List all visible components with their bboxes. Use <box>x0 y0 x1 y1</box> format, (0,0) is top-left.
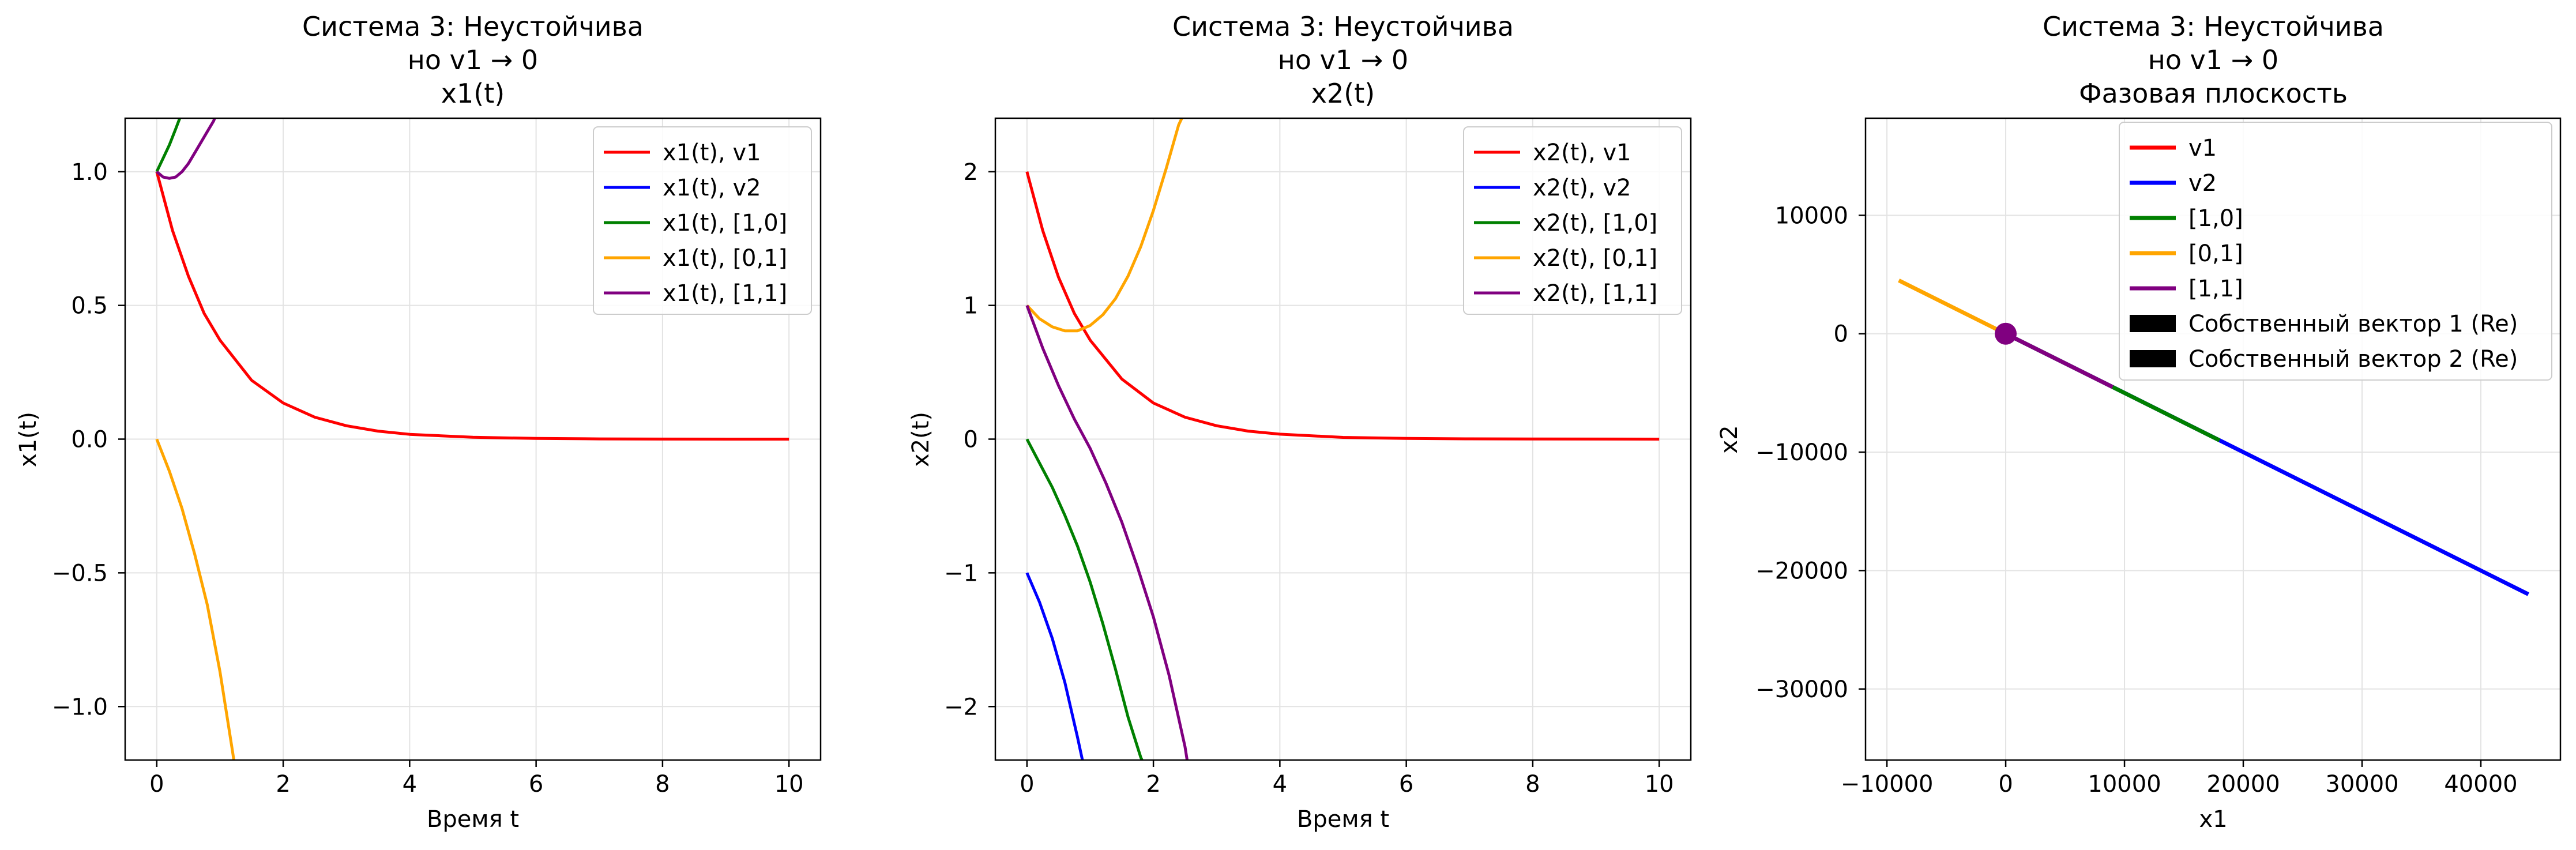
legend-label: x2(t), [1,0] <box>1533 210 1657 236</box>
series-line-x1(t), [1,0] <box>155 118 182 172</box>
y-tick-label: −1.0 <box>52 694 108 720</box>
y-tick-label: 0 <box>964 427 978 453</box>
legend-box <box>1463 126 1682 315</box>
y-tick-label: −30000 <box>1755 676 1848 703</box>
x-axis-label: Время t <box>1297 806 1389 833</box>
chart-title-line-1: Система 3: Неустойчива <box>302 11 644 42</box>
x-axis-label: Время t <box>427 806 519 833</box>
legend-label: x1(t), [0,1] <box>663 245 787 272</box>
chart-title-line-3: x2(t) <box>1311 78 1375 109</box>
series-line-x2(t), v1 <box>1025 171 1660 441</box>
y-axis-label: x2(t) <box>908 412 934 467</box>
x-tick-label: 2 <box>1146 771 1160 798</box>
x-tick-label: 10000 <box>2088 771 2161 798</box>
x-tick-label: 30000 <box>2325 771 2398 798</box>
series-line-x2(t), [0,1] <box>1025 118 1184 333</box>
legend-box <box>2119 122 2552 381</box>
y-tick-label: −0.5 <box>52 560 108 586</box>
legend-box <box>593 126 812 315</box>
panel-x2: Система 3: Неустойчива но v1 → 0 x2(t) В… <box>908 11 1692 833</box>
panel-phase-plane: Система 3: Неустойчива но v1 → 0 Фазовая… <box>1716 11 2562 833</box>
series-line-x1(t), [1,1] <box>156 118 217 180</box>
legend-label: x1(t), [1,1] <box>663 280 787 307</box>
legend-label: x2(t), [0,1] <box>1533 245 1657 272</box>
x-tick-label: 4 <box>403 771 417 798</box>
y-tick-label: 1 <box>964 293 978 319</box>
chart-title-line-2: но v1 → 0 <box>1278 44 1408 76</box>
x-tick-label: 40000 <box>2444 771 2517 798</box>
series-line-[0,1] <box>1898 279 2007 336</box>
chart-title-line-1: Система 3: Неустойчива <box>2043 11 2384 42</box>
legend-label: Собственный вектор 2 (Re) <box>2188 346 2518 373</box>
y-tick-label: 0.0 <box>71 427 108 453</box>
x-tick-label: 0 <box>1020 771 1034 798</box>
legend-label: x2(t), [1,1] <box>1533 280 1657 307</box>
legend-label: v1 <box>2188 135 2217 161</box>
legend-swatch <box>2130 315 2176 332</box>
y-tick-label: 1.0 <box>71 159 108 186</box>
x-tick-label: 8 <box>1525 771 1540 798</box>
x-tick-label: 0 <box>1998 771 2013 798</box>
series-line-x2(t), [1,1] <box>1025 304 1189 760</box>
y-tick-label: 10000 <box>1775 202 1848 229</box>
chart-title-line-1: Система 3: Неустойчива <box>1172 11 1514 42</box>
x-tick-label: 20000 <box>2206 771 2280 798</box>
x-tick-label: 6 <box>529 771 543 798</box>
legend-label: x2(t), v2 <box>1533 175 1631 201</box>
y-tick-label: −2 <box>944 694 978 720</box>
legend-label: v2 <box>2188 170 2217 197</box>
legend-swatch <box>2130 350 2176 367</box>
chart-title-line-3: Фазовая плоскость <box>2079 78 2348 109</box>
legend-label: x2(t), v1 <box>1533 140 1631 166</box>
y-tick-label: 2 <box>964 159 978 186</box>
x-tick-label: 6 <box>1399 771 1413 798</box>
x-tick-label: 8 <box>655 771 670 798</box>
x-tick-label: 10 <box>1645 771 1674 798</box>
legend-label: [1,1] <box>2188 276 2243 302</box>
legend-label: x1(t), v1 <box>663 140 761 166</box>
chart-title-line-3: x1(t) <box>441 78 505 109</box>
series-line-[1,1] <box>2005 332 2114 389</box>
y-tick-label: 0 <box>1834 321 1848 348</box>
series-line-x1(t), [0,1] <box>155 438 235 760</box>
x-tick-label: 0 <box>149 771 164 798</box>
y-axis-label: x2 <box>1716 425 1743 453</box>
y-tick-label: −1 <box>944 560 978 586</box>
x-tick-label: 2 <box>276 771 290 798</box>
axes-frame <box>1864 117 2562 761</box>
series-line-x2(t), v2 <box>1025 572 1084 760</box>
legend-label: [1,0] <box>2188 205 2243 232</box>
y-tick-label: 0.5 <box>71 293 108 319</box>
x-axis-label: x1 <box>2199 806 2227 833</box>
series-line-x1(t), v1 <box>155 171 789 441</box>
y-tick-label: −20000 <box>1755 558 1848 584</box>
legend-label: [0,1] <box>2188 240 2243 267</box>
legend-label: x1(t), [1,0] <box>663 210 787 236</box>
series-line-x2(t), [1,0] <box>1025 438 1144 760</box>
chart-title-line-2: но v1 → 0 <box>408 44 538 76</box>
y-axis-label: x1(t) <box>15 412 42 467</box>
y-tick-label: −10000 <box>1755 439 1848 466</box>
x-tick-label: 4 <box>1273 771 1287 798</box>
x-tick-label: −10000 <box>1841 771 1934 798</box>
panel-x1: Система 3: Неустойчива но v1 → 0 x1(t) В… <box>15 11 822 833</box>
origin-point <box>1995 322 2017 345</box>
legend-label: Собственный вектор 1 (Re) <box>2188 311 2518 337</box>
legend-label: x1(t), v2 <box>663 175 761 201</box>
chart-title-line-2: но v1 → 0 <box>2148 44 2278 76</box>
x-tick-label: 10 <box>774 771 804 798</box>
